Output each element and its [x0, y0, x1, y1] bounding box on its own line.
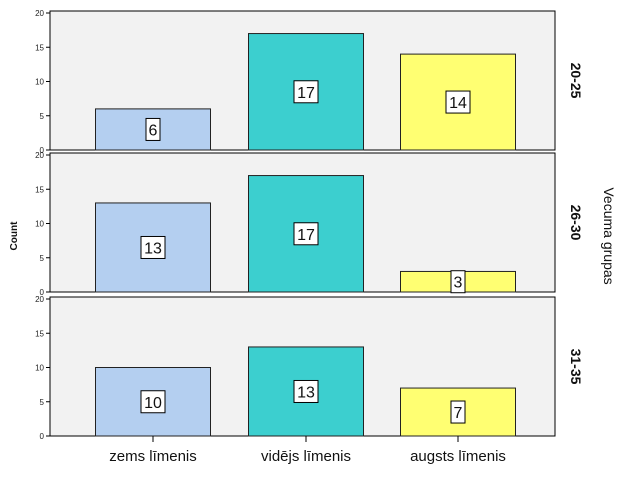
y-tick-label: 15 — [35, 329, 44, 338]
data-label-box — [450, 400, 466, 424]
x-tick-label: zems līmenis — [109, 448, 197, 465]
y-tick-label: 15 — [35, 185, 44, 194]
y-tick-label: 20 — [35, 151, 44, 160]
panel-20-25: 0 5 10 15 20 6 17 14 20-25 — [35, 9, 584, 155]
y-tick-label: 5 — [40, 112, 45, 121]
data-label-box — [140, 235, 166, 259]
y-tick-label: 20 — [35, 9, 44, 18]
data-label-box — [140, 390, 166, 414]
y-tick-label: 10 — [35, 364, 44, 373]
y-tick-label: 0 — [40, 288, 45, 297]
data-label-box — [145, 117, 161, 141]
y-axis-title: Count — [9, 221, 20, 251]
y-tick-label: 10 — [35, 78, 44, 87]
y-tick-label: 5 — [40, 254, 45, 263]
data-label-box — [450, 270, 466, 294]
y-tick-label: 15 — [35, 43, 44, 52]
panel-label: 31-35 — [568, 349, 584, 385]
y-tick-label: 5 — [40, 398, 45, 407]
x-tick-label: vidējs līmenis — [261, 448, 351, 465]
panel-31-35: 0 5 10 15 20 10 13 7 31-35 — [35, 295, 584, 441]
data-label: 6 — [149, 122, 158, 139]
y-tick-label: 0 — [40, 432, 45, 441]
data-label: 13 — [144, 240, 162, 257]
data-label: 10 — [144, 395, 162, 412]
data-label-box — [445, 90, 471, 114]
data-label-box — [293, 80, 319, 104]
x-tick-label: augsts līmenis — [410, 448, 506, 465]
panel-label: 20-25 — [568, 63, 584, 99]
panel-label: 26-30 — [568, 205, 584, 241]
data-label: 13 — [297, 384, 315, 401]
data-label: 17 — [297, 227, 315, 244]
data-label-box — [293, 379, 319, 403]
data-label: 17 — [297, 85, 315, 102]
data-label: 3 — [454, 275, 463, 292]
y-tick-label: 20 — [35, 295, 44, 304]
y-tick-label: 0 — [40, 146, 45, 155]
panel-26-30: 0 5 10 15 20 13 17 3 26-30 — [35, 151, 584, 297]
facet-title: Vecuma grupas — [601, 187, 617, 284]
data-label: 7 — [454, 405, 463, 422]
data-label-box — [293, 222, 319, 246]
data-label: 14 — [449, 95, 467, 112]
y-tick-label: 10 — [35, 220, 44, 229]
